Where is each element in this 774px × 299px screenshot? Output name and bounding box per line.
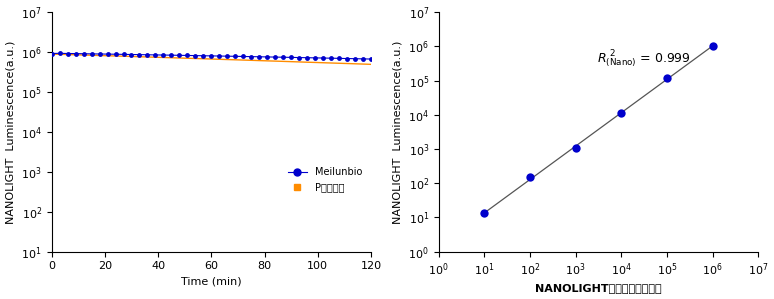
X-axis label: Time (min): Time (min) (181, 277, 241, 287)
Y-axis label: NANOLIGHT  Luminescence(a.u.): NANOLIGHT Luminescence(a.u.) (5, 40, 15, 224)
Text: $R_{(\mathrm{Nano})}^{\ 2}$ = 0.999: $R_{(\mathrm{Nano})}^{\ 2}$ = 0.999 (598, 49, 691, 70)
Legend: Meilunbio, P进口公司: Meilunbio, P进口公司 (284, 164, 366, 196)
Y-axis label: NANOLIGHT  Luminescence(a.u.): NANOLIGHT Luminescence(a.u.) (392, 40, 402, 224)
X-axis label: NANOLIGHT荧光素酶相对浓度: NANOLIGHT荧光素酶相对浓度 (535, 283, 662, 293)
